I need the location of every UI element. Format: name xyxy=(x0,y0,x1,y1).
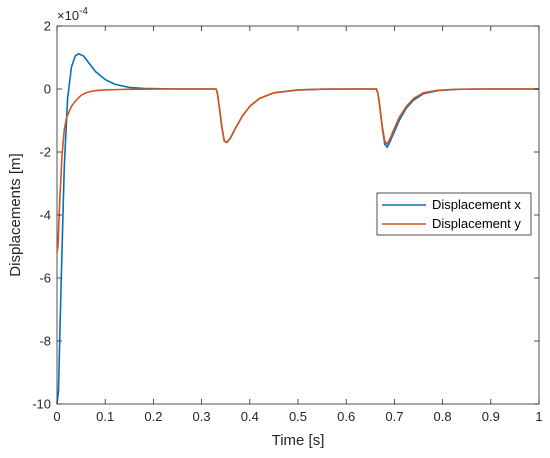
x-tick-label: 0.2 xyxy=(144,409,162,424)
legend-box xyxy=(376,192,532,236)
y-tick-label: 2 xyxy=(44,19,51,34)
x-tick-label: 0.6 xyxy=(337,409,355,424)
series-layer xyxy=(56,52,539,405)
y-tick-label: -8 xyxy=(39,334,51,349)
x-tick-label: 0.3 xyxy=(193,409,211,424)
x-tick-label: 1 xyxy=(535,409,542,424)
x-tick-label: 0.9 xyxy=(482,409,500,424)
legend-label-displacement-y: Displacement y xyxy=(432,216,521,231)
x-tick-label: 0 xyxy=(53,409,60,424)
x-tick-label: 0.7 xyxy=(385,409,403,424)
x-tick-label: 0.4 xyxy=(241,409,259,424)
ticks-layer: 0 0.1 0.2 0.3 0.4 0.5 0.6 0.7 0.8 0.9 1 -10 -8 -6 -4 -2… xyxy=(32,19,542,425)
y-tick-label: -2 xyxy=(39,145,51,160)
y-exponent-label: ×10-4 xyxy=(57,6,88,23)
x-tick-label: 0.8 xyxy=(434,409,452,424)
x-tick-label: 0.1 xyxy=(96,409,114,424)
y-tick-label: -6 xyxy=(39,271,51,286)
y-tick-label: 0 xyxy=(44,82,51,97)
y-tick-label: -4 xyxy=(39,208,51,223)
y-tick-label: -10 xyxy=(32,397,51,412)
y-axis-label: Displacements [m] xyxy=(7,153,24,276)
legend-label-displacement-x: Displacement x xyxy=(432,197,521,212)
series-line-displacement-y xyxy=(56,88,539,253)
legend: Displacement x Displacement y xyxy=(376,192,532,236)
y-exponent-power: -4 xyxy=(79,6,88,17)
y-exponent-base: ×10 xyxy=(57,8,79,23)
x-tick-label: 0.5 xyxy=(289,409,307,424)
x-axis-label: Time [s] xyxy=(272,432,325,449)
